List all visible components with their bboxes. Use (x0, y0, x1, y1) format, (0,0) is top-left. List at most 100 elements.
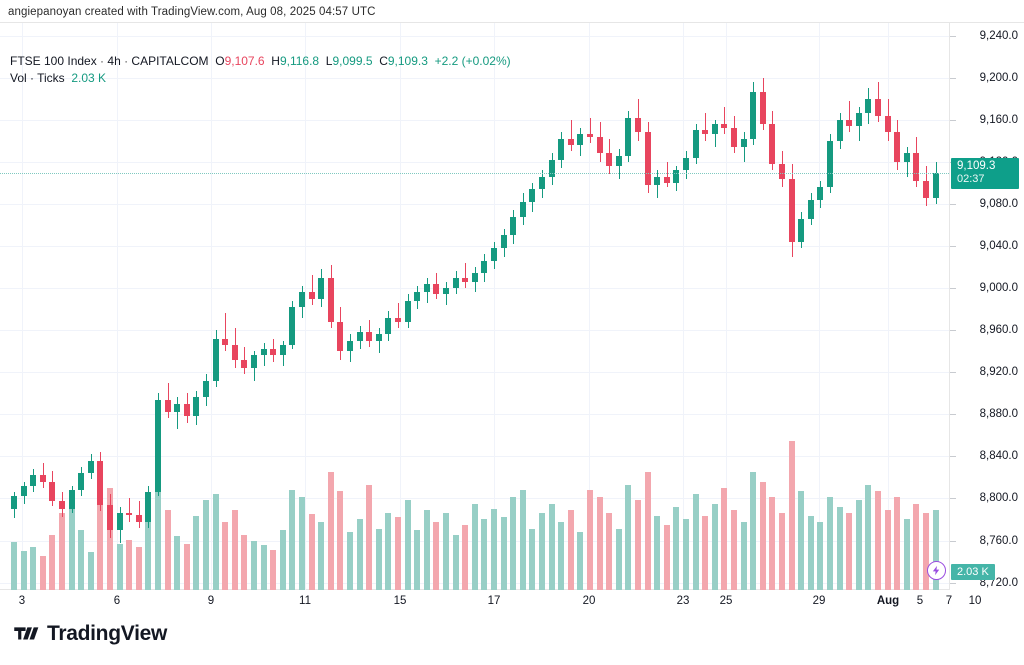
volume-bar (635, 500, 641, 591)
volume-bar (404, 500, 411, 591)
candle-body (462, 277, 469, 282)
volume-bar (587, 489, 593, 591)
candle-wick (465, 262, 466, 289)
gridline-vertical (22, 23, 23, 591)
tradingview-logo-icon (14, 626, 39, 639)
volume-bar (519, 489, 526, 591)
legend-interval[interactable]: 4h (107, 54, 121, 68)
candle-body (875, 98, 881, 116)
candle-wick (907, 147, 908, 177)
candle-body (711, 123, 718, 135)
tradingview-wordmark: TradingView (47, 622, 168, 645)
legend-exchange: CAPITALCOM (131, 54, 209, 68)
candle-body (164, 399, 171, 413)
legend-open-value: 9,107.6 (224, 54, 265, 68)
volume-bar (260, 544, 267, 591)
volume-bar (539, 512, 545, 591)
volume-bar (750, 472, 757, 591)
volume-bar (529, 528, 536, 591)
volume-bar (481, 519, 488, 591)
candle-body (635, 117, 641, 133)
volume-bar (308, 513, 315, 591)
time-axis-label: 9 (207, 595, 215, 607)
volume-bar (59, 512, 65, 591)
volume-bar (318, 522, 325, 591)
candle-body (481, 260, 488, 274)
legend-indicator-name[interactable]: Vol · Ticks (10, 71, 65, 85)
chart-plot-area[interactable] (0, 23, 949, 591)
price-axis[interactable]: 9,240.09,200.09,160.09,120.09,080.09,040… (949, 23, 1024, 591)
volume-bar (212, 494, 219, 591)
candle-body (414, 292, 421, 301)
candle-body (702, 130, 709, 135)
volume-value-badge[interactable]: 2.03 K (951, 564, 995, 580)
candle-body (260, 349, 267, 356)
candle-body (548, 159, 555, 177)
candle-body (433, 283, 440, 295)
volume-bar (414, 529, 421, 591)
candle-wick (139, 500, 140, 528)
gridline-vertical (683, 23, 684, 591)
legend-indicator-row: Vol · Ticks 2.03 K (10, 70, 511, 87)
volume-bar (846, 512, 853, 591)
volume-bar (366, 484, 373, 591)
volume-bar (731, 509, 737, 591)
volume-bar (116, 543, 123, 591)
candle-body (587, 134, 593, 137)
candle-body (308, 292, 315, 299)
volume-bar (462, 525, 469, 591)
candle-body (779, 163, 785, 179)
candle-body (788, 178, 795, 242)
candle-body (558, 138, 565, 160)
volume-bar (827, 497, 833, 591)
candle-body (654, 176, 661, 185)
volume-bar (711, 503, 718, 591)
candle-body (759, 92, 766, 124)
candle-body (471, 273, 478, 282)
candle-body (884, 115, 891, 133)
candle-body (135, 515, 142, 522)
gridline-horizontal (0, 35, 949, 37)
time-axis[interactable]: 3 6 9 11 15 17 20 23 25 29 Aug 5 7 10 (0, 590, 1024, 616)
time-axis-label: 11 (299, 595, 311, 607)
candle-body (769, 123, 776, 164)
gridline-vertical (819, 23, 820, 591)
volume-bar (615, 528, 622, 591)
volume-bar (68, 503, 75, 591)
price-axis-tick (950, 288, 956, 290)
lightning-bolt-icon[interactable] (926, 561, 946, 580)
price-axis-label: 8,920.0 (979, 366, 1018, 379)
volume-bar (11, 542, 17, 591)
current-price-line (0, 173, 949, 175)
candle-body (270, 349, 277, 356)
legend-symbol[interactable]: FTSE 100 Index (10, 54, 97, 68)
volume-bar (251, 541, 257, 591)
volume-bar (702, 516, 709, 591)
candle-body (289, 307, 296, 345)
volume-bar (836, 506, 843, 591)
volume-bar (135, 547, 142, 591)
volume-bar (347, 531, 353, 591)
price-axis-label: 9,160.0 (979, 113, 1018, 126)
time-axis-label: 15 (393, 595, 407, 607)
current-price-badge[interactable]: 9,109.3 02:37 (951, 158, 1019, 190)
volume-bar (721, 487, 728, 591)
volume-bar (692, 494, 699, 591)
candle-body (577, 134, 584, 145)
attribution-text: angiepanoyan created with TradingView.co… (8, 6, 376, 18)
volume-bar (375, 528, 382, 591)
volume-bar (779, 512, 785, 591)
volume-bar (126, 539, 133, 591)
volume-bar (193, 516, 200, 591)
gridline-horizontal (0, 414, 949, 416)
gridline-horizontal (0, 330, 949, 332)
candle-body (155, 399, 161, 493)
price-axis-tick (950, 35, 956, 37)
candle-body (212, 338, 219, 381)
candle-body (241, 359, 248, 368)
gridline-horizontal (0, 203, 949, 205)
legend-close-key: C (379, 54, 388, 68)
volume-bar (222, 522, 229, 591)
chart-frame: 9,240.09,200.09,160.09,120.09,080.09,040… (0, 22, 1024, 591)
footer-branding: TradingView (14, 622, 167, 646)
